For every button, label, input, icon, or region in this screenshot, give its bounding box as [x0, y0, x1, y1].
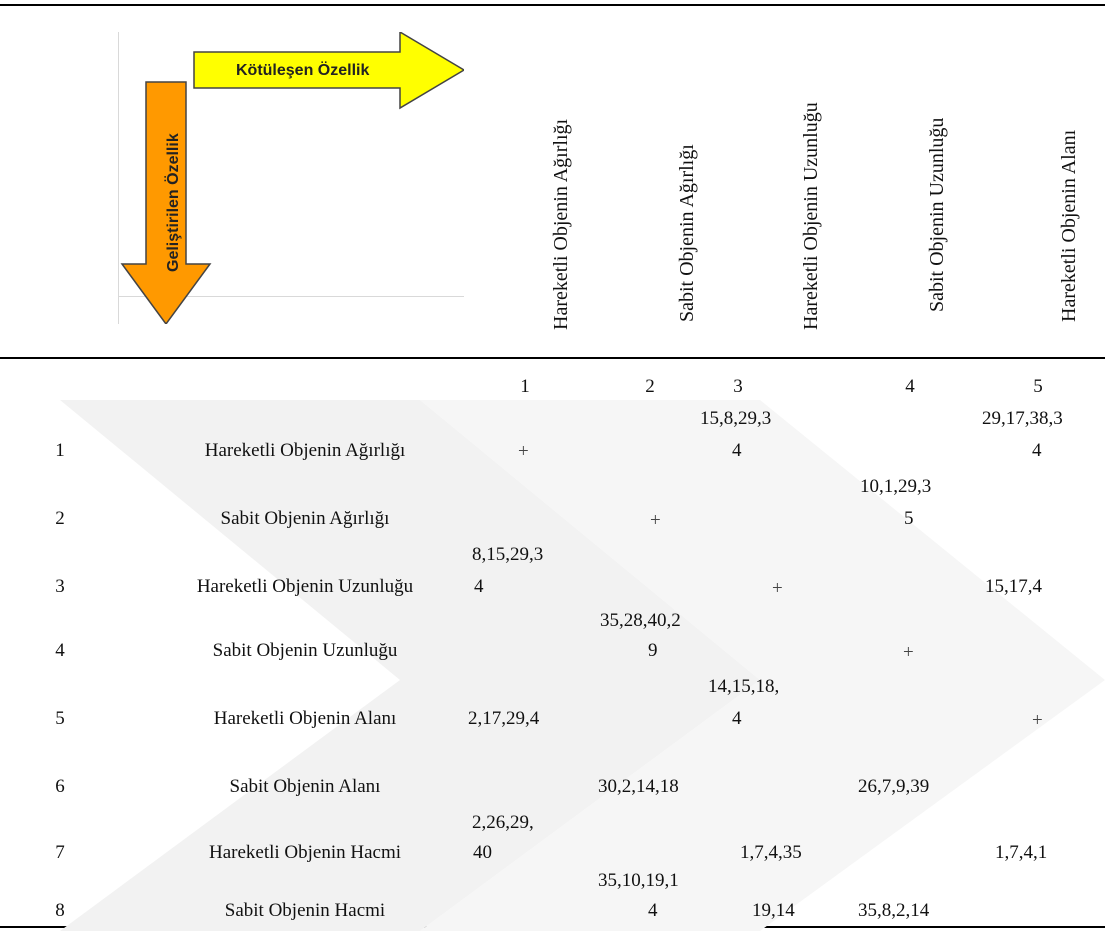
improving-arrow-icon [120, 81, 212, 324]
cell-r6c2: 30,2,14,18 [598, 776, 679, 797]
bottom-rule [0, 926, 1105, 928]
column-header-4: Sabit Objenin Uzunluğu [926, 117, 948, 312]
cell-r8c2-line1: 35,10,19,1 [598, 870, 679, 891]
row-number-7: 7 [55, 842, 65, 863]
worsening-arrow-icon [193, 32, 464, 110]
cell-r5c5-diagonal: + [1032, 710, 1043, 731]
cell-r5c3-line2: 4 [732, 708, 742, 729]
legend-graphic [118, 32, 464, 324]
top-rule [0, 4, 1105, 6]
cell-r8c2-line2: 4 [648, 900, 658, 921]
column-header-5: Hareketli Objenin Alanı [1058, 129, 1080, 322]
cell-r2c2-diagonal: + [650, 510, 661, 531]
row-name-2: Sabit Objenin Ağırlığı [220, 508, 390, 529]
column-number-5: 5 [1033, 376, 1043, 397]
cell-r7c1-line1: 2,26,29, [472, 812, 534, 833]
cell-r7c5: 1,7,4,1 [995, 842, 1048, 863]
legend-arrows [120, 32, 464, 324]
cell-r3c5: 15,17,4 [985, 576, 1042, 597]
cell-r4c2-line1: 35,28,40,2 [600, 610, 681, 631]
cell-r3c3-diagonal: + [772, 578, 783, 599]
row-number-5: 5 [55, 708, 65, 729]
row-number-4: 4 [55, 640, 65, 661]
row-number-1: 1 [55, 440, 65, 461]
row-name-1: Hareketli Objenin Ağırlığı [204, 440, 406, 461]
row-name-3: Hareketli Objenin Uzunluğu [196, 576, 414, 597]
row-number-6: 6 [55, 776, 65, 797]
cell-r1c1-diagonal: + [518, 441, 529, 462]
cell-r1c3-line1: 15,8,29,3 [700, 408, 772, 429]
cell-r1c5-line1: 29,17,38,3 [982, 408, 1063, 429]
cell-r1c3-line2: 4 [732, 440, 742, 461]
cell-r1c5-line2: 4 [1032, 440, 1042, 461]
cell-r5c3-line1: 14,15,18, [708, 676, 780, 697]
row-number-8: 8 [55, 900, 65, 921]
cell-r4c4-diagonal: + [903, 642, 914, 663]
header-rule [0, 357, 1105, 359]
column-number-3: 3 [733, 376, 743, 397]
cell-r3c1-line2: 4 [474, 576, 484, 597]
cell-r7c3: 1,7,4,35 [740, 842, 802, 863]
row-name-4: Sabit Objenin Uzunluğu [212, 640, 398, 661]
column-number-4: 4 [905, 376, 915, 397]
cell-r2c4-line2: 5 [904, 508, 914, 529]
cell-r4c2-line2: 9 [648, 640, 658, 661]
cell-r7c1-line2: 40 [473, 842, 492, 863]
row-name-8: Sabit Objenin Hacmi [224, 900, 386, 921]
cell-r8c3: 19,14 [752, 900, 795, 921]
column-header-3: Hareketli Objenin Uzunluğu [800, 102, 822, 330]
legend-horizontal-line [118, 296, 464, 297]
cell-r2c4-line1: 10,1,29,3 [860, 476, 932, 497]
improving-feature-label: Geliştirilen Özellik [165, 133, 182, 272]
column-header-1: Hareketli Objenin Ağırlığı [550, 118, 572, 330]
column-number-1: 1 [520, 376, 530, 397]
row-name-6: Sabit Objenin Alanı [229, 776, 381, 797]
row-name-7: Hareketli Objenin Hacmi [208, 842, 402, 863]
row-number-2: 2 [55, 508, 65, 529]
legend-vertical-line [118, 32, 119, 324]
worsening-feature-label: Kötüleşen Özellik [236, 62, 370, 79]
cell-r6c4: 26,7,9,39 [858, 776, 930, 797]
cell-r3c1-line1: 8,15,29,3 [472, 544, 544, 565]
row-name-5: Hareketli Objenin Alanı [213, 708, 397, 729]
cell-r8c4: 35,8,2,14 [858, 900, 930, 921]
column-number-2: 2 [645, 376, 655, 397]
cell-r5c1: 2,17,29,4 [468, 708, 540, 729]
row-number-3: 3 [55, 576, 65, 597]
column-header-2: Sabit Objenin Ağırlığı [676, 144, 698, 322]
